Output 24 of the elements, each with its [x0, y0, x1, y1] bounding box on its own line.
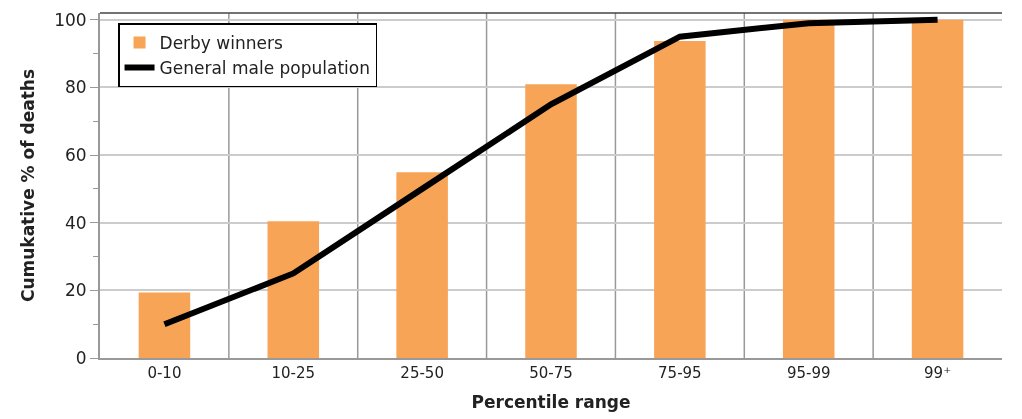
x-tick-label: 0-10: [147, 364, 182, 382]
x-tick-label: 99⁺: [924, 364, 952, 382]
bar: [782, 19, 835, 358]
x-tick-label: 95-99: [786, 364, 831, 382]
legend-label: Derby winners: [159, 33, 283, 54]
y-axis-title: Cumukative % of deaths: [18, 68, 39, 303]
x-tick-label: 25-50: [400, 364, 444, 382]
x-axis-title: Percentile range: [471, 391, 631, 412]
bar: [654, 41, 706, 358]
bar: [525, 84, 577, 358]
bar: [396, 172, 448, 358]
bar: [911, 19, 964, 358]
y-tick-label: 60: [64, 145, 87, 166]
y-tick-label: 80: [64, 77, 87, 98]
bar: [138, 292, 191, 358]
y-tick-label: 0: [75, 347, 87, 368]
y-tick-label: 20: [64, 280, 87, 301]
x-tick-label: 75-95: [658, 364, 702, 382]
x-tick-label: 10-25: [271, 364, 316, 382]
x-tick-label: 50-75: [529, 364, 573, 382]
y-tick-label: 40: [64, 212, 87, 233]
bar: [267, 221, 320, 358]
legend-label: General male population: [159, 58, 370, 79]
y-tick-label: 100: [54, 9, 87, 30]
